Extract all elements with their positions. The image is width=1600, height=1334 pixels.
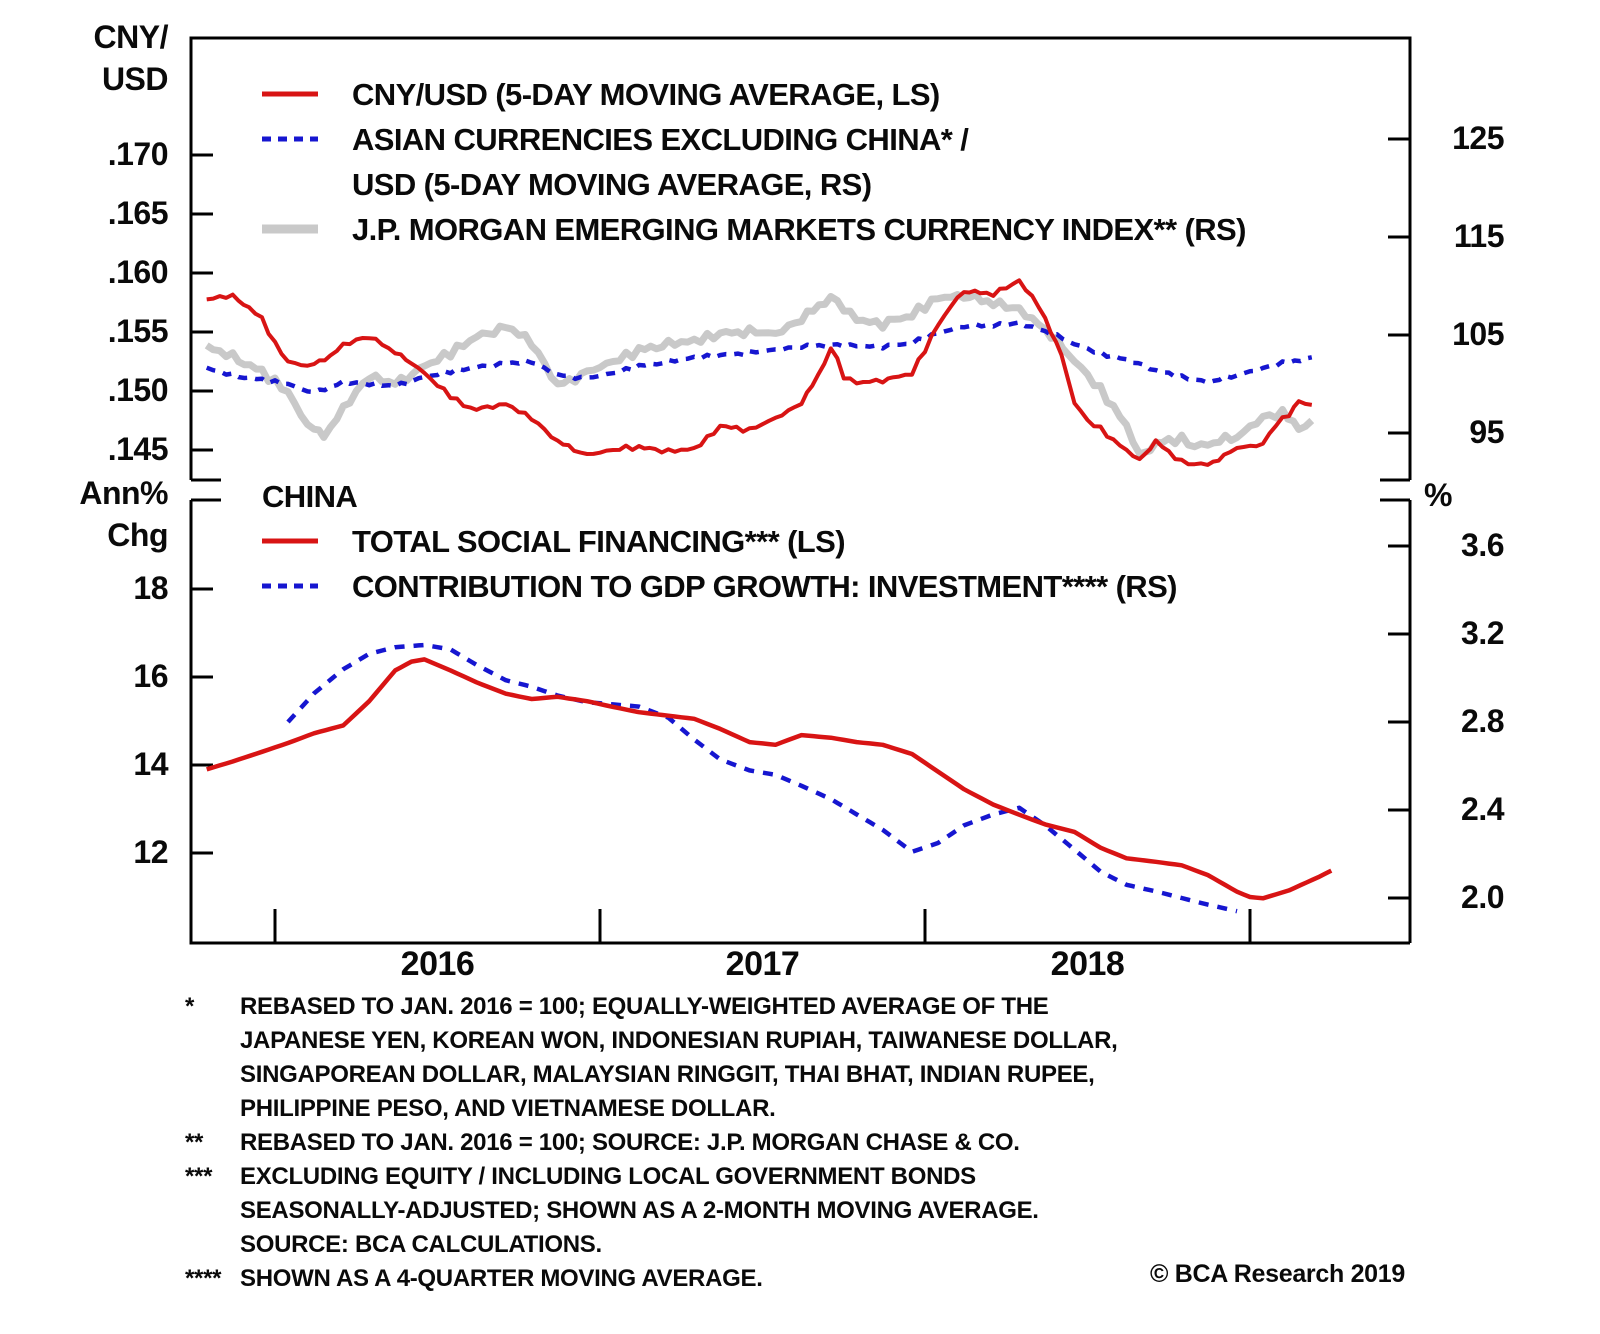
- footnote-marker: ***: [185, 1163, 213, 1190]
- series-line-gray-top: [204, 291, 1315, 458]
- legend-item: CONTRIBUTION TO GDP GROWTH: INVESTMENT**…: [262, 564, 1178, 609]
- top-panel-frame: [189, 36, 1412, 482]
- top-right-tick-label: 125: [1452, 119, 1504, 156]
- bottom-right-tick-label: 2.4: [1461, 790, 1504, 827]
- top-left-tick-label: .165: [107, 194, 169, 231]
- legend-line-swatch-gray-solid: [262, 224, 318, 234]
- bottom-left-tick-label: 12: [133, 833, 168, 870]
- legend-item: TOTAL SOCIAL FINANCING*** (LS): [262, 519, 1177, 564]
- top-left-tick-label: .155: [107, 312, 169, 349]
- footnote: ** REBASED TO JAN. 2016 = 100; SOURCE: J.…: [185, 1126, 1445, 1160]
- top-left-tick-label: .145: [107, 430, 169, 467]
- legend-line-swatch-blue-dashed: [262, 581, 318, 591]
- bottom-panel-frame: [189, 498, 1412, 945]
- bottom-left-tick-label: 14: [133, 745, 168, 782]
- bottom-right-axis-title: %: [1424, 477, 1452, 513]
- top-right-tick-label: 115: [1453, 217, 1505, 254]
- footnote-text: EXCLUDING EQUITY / INCLUDING LOCAL GOVER…: [240, 1163, 1039, 1258]
- bottom-right-tick-label: 3.6: [1461, 526, 1504, 563]
- bottom-left-tick-label: 16: [133, 657, 168, 694]
- legend-item: CNY/USD (5-DAY MOVING AVERAGE, LS): [262, 72, 1246, 117]
- top-left-tick-label: .160: [107, 253, 169, 290]
- axis-title-line: CNY/: [93, 19, 169, 55]
- footnote-text: REBASED TO JAN. 2016 = 100; EQUALLY-WEIG…: [240, 993, 1118, 1122]
- footnote-marker: **: [185, 1129, 204, 1156]
- top-left-tick-label: .150: [107, 371, 169, 408]
- series-line-red-bottom: [206, 657, 1333, 901]
- bottom-left-tick-label: 18: [133, 569, 168, 606]
- legend-line-swatch-blue-dashed: [262, 134, 318, 144]
- series-line-blue-bottom: [286, 642, 1238, 914]
- copyright: © BCA Research 2019: [1150, 1260, 1405, 1288]
- legend-label: TOTAL SOCIAL FINANCING*** (LS): [352, 524, 846, 559]
- top-right-tick-label: 95: [1469, 413, 1504, 450]
- x-axis-year-label: 2017: [725, 945, 800, 983]
- bottom-right-tick-label: 2.0: [1461, 878, 1504, 915]
- bottom-left-axis-title: Ann% Chg: [58, 472, 168, 556]
- footnote-marker: ****: [185, 1265, 222, 1292]
- series-line-red-top: [206, 278, 1313, 467]
- axis-title-line: USD: [101, 61, 169, 97]
- legend-label: J.P. MORGAN EMERGING MARKETS CURRENCY IN…: [352, 212, 1246, 247]
- legend-item: ASIAN CURRENCIES EXCLUDING CHINA* / USD (…: [262, 117, 1246, 207]
- top-legend: CNY/USD (5-DAY MOVING AVERAGE, LS) ASIAN …: [262, 72, 1246, 252]
- legend-label: ASIAN CURRENCIES EXCLUDING CHINA* / USD (…: [352, 122, 969, 202]
- footnote-marker: *: [185, 993, 195, 1020]
- legend-line-swatch-red-solid: [262, 536, 318, 546]
- axis-title-line: Ann%: [79, 475, 168, 511]
- footnote: * REBASED TO JAN. 2016 = 100; EQUALLY-WEI…: [185, 990, 1445, 1126]
- bottom-legend-title: CHINA: [262, 479, 358, 514]
- legend-label: CONTRIBUTION TO GDP GROWTH: INVESTMENT**…: [352, 569, 1178, 604]
- bottom-right-tick-label: 3.2: [1461, 614, 1504, 651]
- top-left-tick-label: .170: [107, 135, 169, 172]
- footnote-text: REBASED TO JAN. 2016 = 100; SOURCE: J.P.…: [240, 1129, 1020, 1156]
- x-axis-year-label: 2016: [400, 945, 475, 983]
- legend-label: CNY/USD (5-DAY MOVING AVERAGE, LS): [352, 77, 940, 112]
- footnote: **** SHOWN AS A 4-QUARTER MOVING AVERAGE.: [185, 1262, 1445, 1296]
- legend-item: J.P. MORGAN EMERGING MARKETS CURRENCY IN…: [262, 207, 1246, 252]
- footnote-text: SHOWN AS A 4-QUARTER MOVING AVERAGE.: [240, 1265, 763, 1292]
- axis-title-line: Chg: [107, 517, 168, 553]
- bottom-legend: CHINA TOTAL SOCIAL FINANCING*** (LS) CONT…: [262, 475, 1178, 609]
- footnotes: * REBASED TO JAN. 2016 = 100; EQUALLY-WEI…: [185, 990, 1445, 1296]
- legend-line-swatch-red-solid: [262, 89, 318, 99]
- bottom-right-tick-label: 2.8: [1461, 702, 1504, 739]
- top-left-axis-title: CNY/ USD: [58, 16, 169, 100]
- x-axis-year-label: 2018: [1050, 945, 1125, 983]
- top-right-tick-label: 105: [1452, 315, 1504, 352]
- footnote: *** EXCLUDING EQUITY / INCLUDING LOCAL GO…: [185, 1160, 1445, 1262]
